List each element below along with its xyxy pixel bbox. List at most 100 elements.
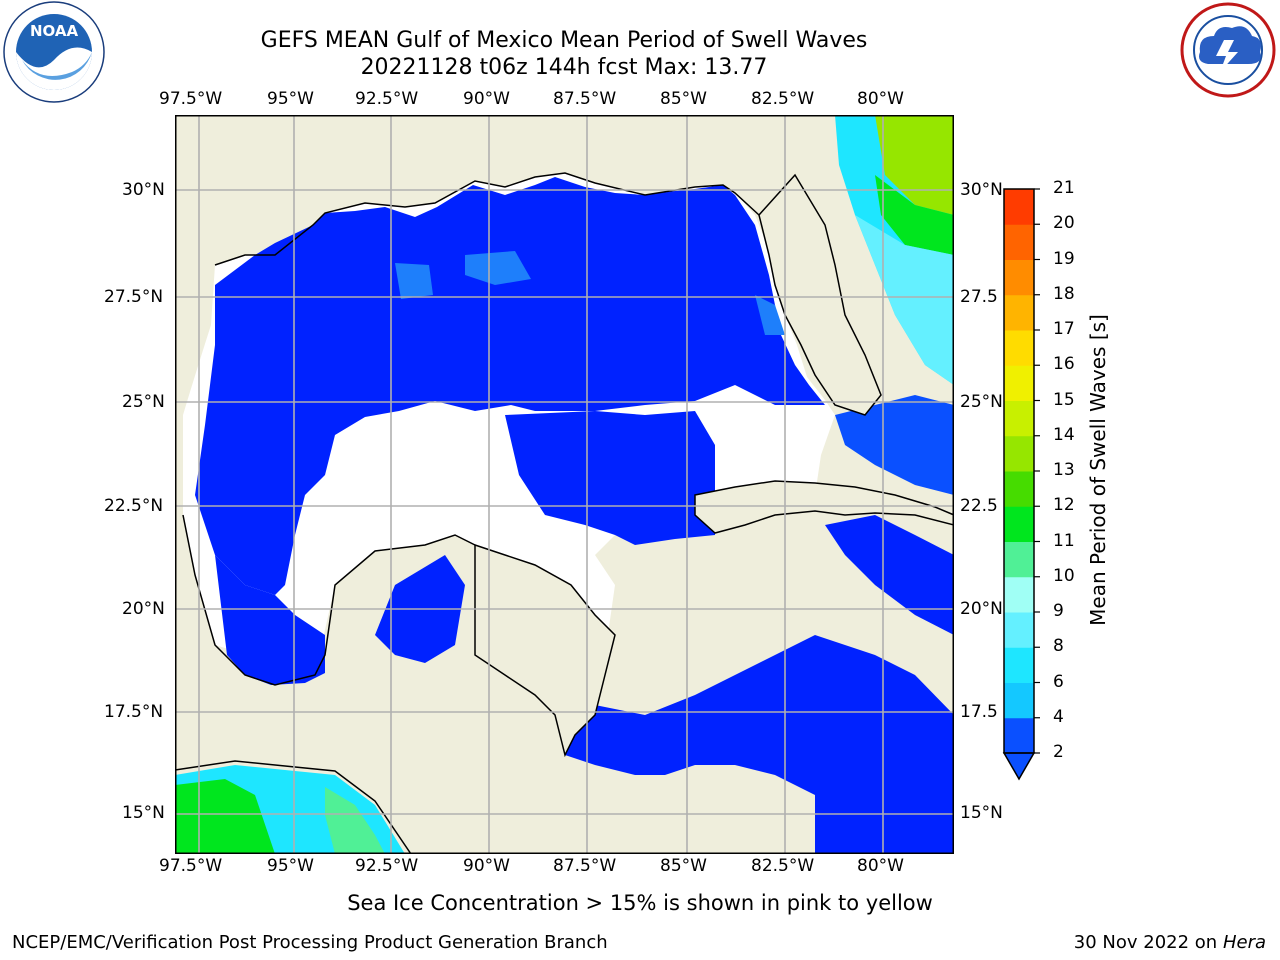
colorbar-tick-label: 11	[1053, 530, 1075, 551]
colorbar-tick-label: 10	[1053, 565, 1075, 586]
colorbar-segment	[1004, 541, 1034, 578]
lat-tick-left: 27.5°N	[104, 287, 164, 307]
nws-logo	[1176, 0, 1280, 104]
swell-zone-north	[195, 177, 825, 595]
swell-patch-mid	[465, 251, 531, 285]
lon-tick-top: 87.5°W	[553, 89, 617, 109]
noaa-logo: NOAA	[0, 0, 108, 108]
colorbar-tick-label: 16	[1053, 354, 1075, 375]
lat-tick-right: 27.5	[960, 287, 998, 307]
swell-zone-cayman	[825, 515, 954, 635]
lon-tick-bottom: 90°W	[463, 856, 510, 876]
lat-tick-right: 22.5	[960, 496, 998, 516]
colorbar-segment	[1004, 506, 1034, 542]
footer-date-text: 30 Nov 2022 on	[1073, 932, 1218, 953]
colorbar-tick-label: 18	[1053, 283, 1075, 304]
mexico-coastline	[182, 514, 476, 686]
footer-date: 30 Nov 2022 on Hera	[1074, 932, 1266, 953]
colorbar-segment	[1004, 400, 1034, 437]
map-subtitle: 20221128 t06z 144h fcst Max: 13.77	[360, 55, 768, 80]
lon-tick-top: 82.5°W	[751, 89, 815, 109]
colorbar-segment	[1004, 435, 1034, 472]
colorbar-tick-label: 15	[1053, 389, 1075, 410]
sea-ice-note: Sea Ice Concentration > 15% is shown in …	[347, 891, 933, 915]
colorbar-graphic	[1002, 188, 1040, 781]
colorbar-extend-arrow	[1002, 752, 1036, 781]
us-coastline	[214, 172, 760, 266]
colorbar-segment	[1004, 365, 1034, 401]
yucatan-land	[474, 543, 616, 758]
lon-tick-bottom: 97.5°W	[159, 856, 223, 876]
footer-credit: NCEP/EMC/Verification Post Processing Pr…	[12, 932, 608, 953]
lon-tick-top: 85°W	[660, 89, 707, 109]
lat-tick-right: 15°N	[960, 803, 1003, 823]
colorbar-segment	[1004, 471, 1034, 507]
colorbar-segment	[1004, 717, 1034, 754]
swell-zone-central	[505, 411, 715, 545]
lon-tick-bottom: 80°W	[857, 856, 904, 876]
lon-tick-bottom: 95°W	[267, 856, 314, 876]
swell-zone-atlantic-green	[875, 175, 954, 255]
lat-tick-right: 30°N	[960, 180, 1003, 200]
colorbar-tick-label: 8	[1053, 636, 1064, 657]
lat-tick-left: 17.5°N	[104, 702, 164, 722]
lat-tick-left: 22.5°N	[104, 496, 164, 516]
colorbar-tick-label: 21	[1053, 178, 1075, 198]
lon-tick-bottom: 92.5°W	[355, 856, 419, 876]
colorbar-ticks: 2 4 6 8 9 10 11 12 13 14 15 16 17 18 19 20 21	[1050, 178, 1090, 770]
swell-map	[174, 115, 955, 855]
colorbar-tick-label: 9	[1053, 601, 1064, 621]
colorbar	[1000, 185, 1060, 785]
lon-tick-top: 95°W	[267, 89, 314, 109]
colorbar-tick-label: 19	[1053, 248, 1075, 269]
lat-tick-left: 15°N	[122, 803, 165, 823]
swell-zone-straits	[835, 395, 954, 495]
swell-patch-florida	[755, 295, 785, 335]
lat-tick-left: 20°N	[122, 599, 165, 619]
colorbar-title: Mean Period of Swell Waves [s]	[1086, 314, 1110, 626]
cuba-land	[694, 480, 955, 534]
noaa-logo-text: NOAA	[30, 22, 79, 40]
florida-land	[758, 173, 882, 416]
lat-tick-right: 25°N	[960, 392, 1003, 412]
swell-patch-west	[395, 263, 433, 299]
map-grid	[175, 115, 954, 854]
lat-tick-right: 20°N	[960, 599, 1003, 619]
lon-tick-top: 90°W	[463, 89, 510, 109]
colorbar-tick-label: 12	[1053, 495, 1075, 516]
colorbar-tick-label: 4	[1053, 706, 1064, 727]
lon-tick-bottom: 82.5°W	[751, 856, 815, 876]
swell-zone-west	[215, 555, 325, 685]
colorbar-segment	[1004, 224, 1034, 260]
lat-tick-right: 17.5	[960, 702, 998, 722]
colorbar-segment	[1004, 647, 1034, 683]
swell-zone-pacific-green	[175, 779, 275, 854]
colorbar-tick-label: 6	[1053, 671, 1064, 692]
lon-tick-top: 80°W	[857, 89, 904, 109]
colorbar-tick-label: 20	[1053, 213, 1075, 234]
pacific-coastline	[174, 760, 412, 855]
colorbar-tick-label: 13	[1053, 460, 1075, 480]
map-border	[175, 115, 954, 854]
footer-system: Hera	[1222, 932, 1266, 953]
colorbar-tick-label: 2	[1053, 742, 1064, 762]
map-panel	[174, 115, 955, 855]
swell-zone-atlantic-light	[855, 215, 954, 385]
colorbar-segment	[1004, 612, 1034, 648]
lon-tick-bottom: 87.5°W	[553, 856, 617, 876]
colorbar-segment	[1004, 576, 1034, 613]
map-title: GEFS MEAN Gulf of Mexico Mean Period of …	[260, 28, 868, 53]
colorbar-segment	[1004, 294, 1034, 331]
colorbar-segment	[1004, 682, 1034, 719]
lon-tick-bottom: 85°W	[660, 856, 707, 876]
swell-zone-caribbean	[555, 635, 954, 854]
colorbar-segment	[1004, 330, 1034, 366]
lon-tick-top: 97.5°W	[159, 89, 223, 109]
lat-tick-left: 25°N	[122, 392, 165, 412]
lat-tick-left: 30°N	[122, 180, 165, 200]
colorbar-segment	[1004, 189, 1034, 225]
colorbar-tick-label: 17	[1053, 319, 1075, 339]
colorbar-tick-label: 14	[1053, 424, 1075, 445]
lon-tick-top: 92.5°W	[355, 89, 419, 109]
swell-zone-pacific-mint	[325, 787, 385, 854]
